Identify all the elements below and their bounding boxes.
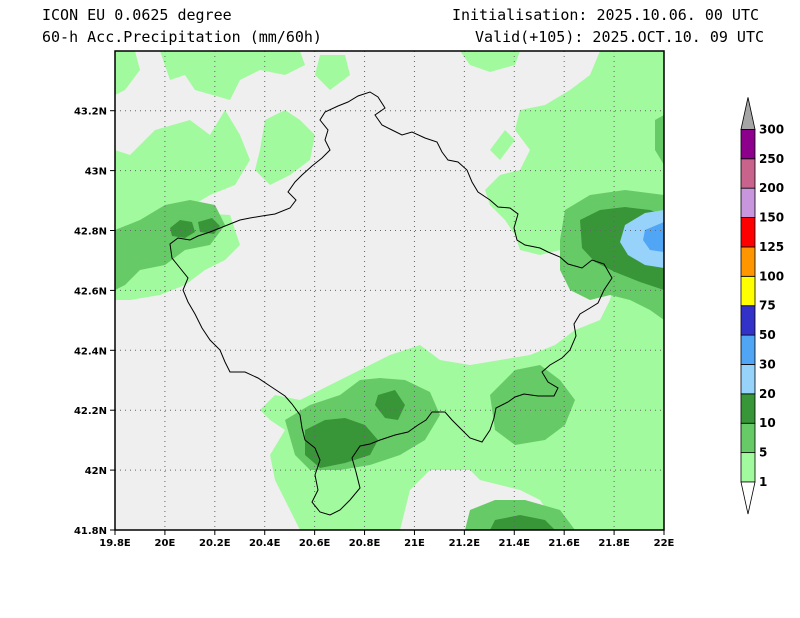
colorbar-level-label: 50	[759, 328, 776, 342]
x-tick-label: 21.8E	[598, 538, 630, 549]
y-tick-label: 41.8N	[74, 526, 107, 537]
colorbar-level-label: 30	[759, 357, 776, 371]
colorbar-swatch	[740, 246, 756, 277]
colorbar-level-label: 1	[759, 475, 767, 489]
x-tick-label: 21E	[404, 538, 425, 549]
colorbar-swatch	[740, 393, 756, 424]
colorbar-level-label: 300	[759, 122, 784, 136]
axis-ticks: 19.8E 20E 20.2E 20.4E 20.6E 20.8E 21E 21.2E 21.4…	[74, 107, 675, 549]
precip-30-50mm	[643, 222, 664, 252]
y-tick-label: 43N	[85, 167, 107, 178]
colorbar: 1 5 10 20 30 50 75 100 125 150 200 250 300	[740, 97, 784, 515]
initialisation-time: Initialisation: 2025.10.06. 00 UTC	[451, 6, 759, 24]
x-tick-label: 20.6E	[299, 538, 331, 549]
x-tick-label: 20E	[155, 538, 176, 549]
colorbar-level-label: 100	[759, 269, 784, 283]
model-title: ICON EU 0.0625 degree	[42, 6, 232, 24]
colorbar-swatch	[740, 305, 756, 336]
x-tick-label: 20.4E	[249, 538, 281, 549]
colorbar-swatch	[740, 217, 756, 248]
colorbar-bottom-tip	[740, 481, 756, 515]
colorbar-swatch	[740, 334, 756, 365]
x-tick-label: 20.2E	[199, 538, 231, 549]
y-tick-label: 42.8N	[74, 227, 107, 238]
y-tick-label: 42.4N	[74, 346, 107, 357]
x-tick-label: 21.2E	[449, 538, 481, 549]
y-tick-label: 42.6N	[74, 286, 107, 297]
colorbar-level-label: 125	[759, 240, 784, 254]
x-tick-label: 19.8E	[99, 538, 131, 549]
product-title: 60-h Acc.Precipitation (mm/60h)	[42, 28, 322, 46]
y-tick-label: 42.2N	[74, 406, 107, 417]
border-outline	[169, 91, 613, 516]
x-tick-label: 20.8E	[349, 538, 381, 549]
colorbar-swatch	[740, 128, 756, 160]
colorbar-level-label: 10	[759, 416, 776, 430]
colorbar-level-label: 20	[759, 387, 776, 401]
colorbar-level-label: 5	[759, 446, 767, 460]
colorbar-swatch	[740, 187, 756, 218]
colorbar-swatch	[740, 452, 756, 483]
colorbar-level-label: 75	[759, 299, 776, 313]
x-tick-label: 22E	[654, 538, 675, 549]
colorbar-level-label: 200	[759, 181, 784, 195]
colorbar-top-tip	[740, 97, 756, 130]
colorbar-swatch	[740, 158, 756, 189]
y-tick-label: 42N	[85, 466, 107, 477]
y-tick-label: 43.2N	[74, 107, 107, 118]
valid-time: Valid(+105): 2025.OCT.10. 09 UTC	[475, 28, 764, 46]
colorbar-swatch	[740, 422, 756, 454]
colorbar-level-label: 250	[759, 152, 784, 166]
precip-20-30mm	[620, 210, 664, 268]
colorbar-swatch	[740, 275, 756, 307]
colorbar-level-label: 150	[759, 211, 784, 225]
x-tick-label: 21.6E	[548, 538, 580, 549]
colorbar-swatch	[740, 364, 756, 395]
x-tick-label: 21.4E	[499, 538, 531, 549]
precipitation-field	[115, 51, 664, 530]
